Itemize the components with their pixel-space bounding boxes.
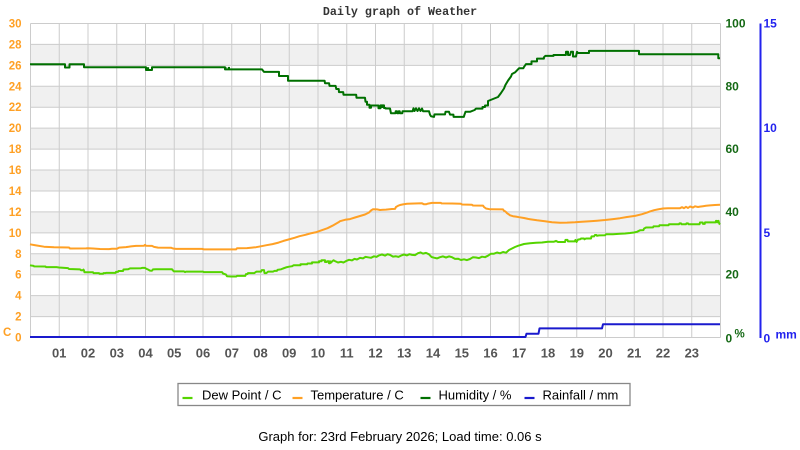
svg-text:22: 22 bbox=[656, 346, 670, 361]
svg-text:10: 10 bbox=[764, 121, 778, 135]
svg-text:10: 10 bbox=[9, 228, 22, 240]
svg-text:%: % bbox=[735, 329, 745, 341]
svg-text:24: 24 bbox=[9, 81, 22, 93]
svg-text:06: 06 bbox=[196, 346, 210, 361]
svg-text:0: 0 bbox=[764, 332, 771, 346]
svg-text:08: 08 bbox=[253, 346, 267, 361]
svg-text:18: 18 bbox=[541, 346, 555, 361]
svg-text:07: 07 bbox=[225, 346, 239, 361]
svg-text:16: 16 bbox=[483, 346, 497, 361]
svg-text:Daily graph of Weather: Daily graph of Weather bbox=[323, 5, 477, 19]
svg-text:28: 28 bbox=[9, 39, 22, 51]
svg-text:20: 20 bbox=[726, 268, 740, 282]
svg-text:Humidity / %: Humidity / % bbox=[439, 388, 512, 403]
svg-text:20: 20 bbox=[598, 346, 612, 361]
svg-text:0: 0 bbox=[726, 332, 733, 346]
svg-text:2: 2 bbox=[15, 312, 21, 324]
svg-text:100: 100 bbox=[726, 17, 746, 31]
svg-text:14: 14 bbox=[426, 346, 441, 361]
svg-text:6: 6 bbox=[15, 270, 21, 282]
svg-text:14: 14 bbox=[9, 186, 22, 198]
svg-text:11: 11 bbox=[340, 346, 354, 361]
svg-text:23: 23 bbox=[685, 346, 699, 361]
svg-text:8: 8 bbox=[15, 249, 22, 261]
svg-text:21: 21 bbox=[627, 346, 641, 361]
svg-text:13: 13 bbox=[397, 346, 411, 361]
svg-text:Rainfall / mm: Rainfall / mm bbox=[543, 388, 619, 403]
svg-text:19: 19 bbox=[570, 346, 584, 361]
svg-text:22: 22 bbox=[9, 102, 22, 114]
svg-text:10: 10 bbox=[311, 346, 325, 361]
svg-text:18: 18 bbox=[9, 144, 22, 156]
svg-text:Graph for: 23rd February 2026;: Graph for: 23rd February 2026; Load time… bbox=[258, 429, 542, 444]
svg-text:Dew Point / C: Dew Point / C bbox=[202, 388, 281, 403]
svg-text:17: 17 bbox=[512, 346, 526, 361]
svg-text:02: 02 bbox=[81, 346, 95, 361]
svg-text:09: 09 bbox=[282, 346, 296, 361]
svg-text:30: 30 bbox=[9, 19, 22, 31]
svg-text:mm: mm bbox=[776, 328, 797, 342]
svg-text:04: 04 bbox=[138, 346, 153, 361]
svg-text:40: 40 bbox=[726, 205, 740, 219]
svg-text:12: 12 bbox=[9, 207, 22, 219]
svg-text:C: C bbox=[3, 327, 11, 339]
svg-text:05: 05 bbox=[167, 346, 181, 361]
svg-text:26: 26 bbox=[9, 60, 22, 72]
svg-text:Temperature / C: Temperature / C bbox=[311, 388, 404, 403]
svg-text:5: 5 bbox=[764, 226, 771, 240]
svg-text:20: 20 bbox=[9, 123, 22, 135]
svg-text:12: 12 bbox=[368, 346, 382, 361]
svg-text:15: 15 bbox=[455, 346, 469, 361]
svg-text:01: 01 bbox=[52, 346, 66, 361]
svg-text:03: 03 bbox=[110, 346, 124, 361]
svg-text:80: 80 bbox=[726, 79, 740, 93]
svg-text:16: 16 bbox=[9, 165, 22, 177]
svg-text:15: 15 bbox=[764, 17, 778, 31]
svg-text:60: 60 bbox=[726, 142, 740, 156]
svg-text:0: 0 bbox=[15, 333, 21, 345]
svg-text:4: 4 bbox=[15, 291, 22, 303]
